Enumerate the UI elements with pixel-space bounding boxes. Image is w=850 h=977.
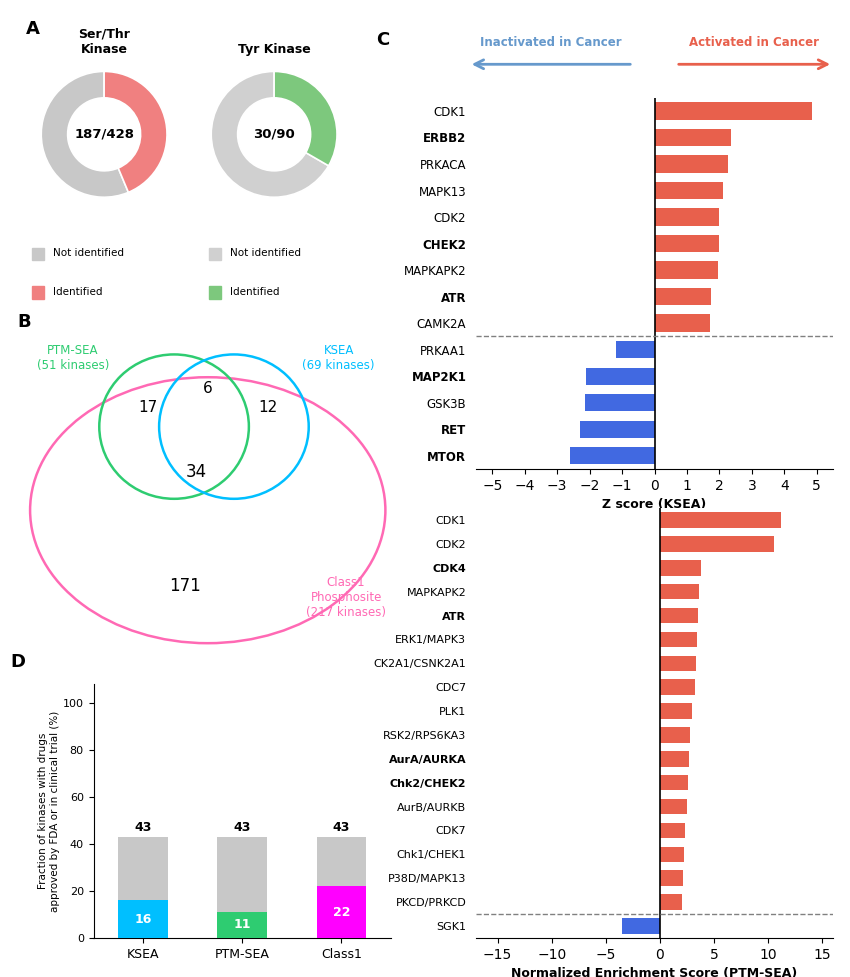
Wedge shape (42, 71, 128, 197)
Bar (660, 799, 687, 815)
Text: 17: 17 (139, 401, 157, 415)
Text: 43: 43 (332, 822, 350, 834)
Y-axis label: Fraction of kinases with drugs
approved by FDA or in clinical trial (%): Fraction of kinases with drugs approved … (38, 710, 60, 912)
Bar (660, 703, 693, 719)
Bar (660, 512, 781, 528)
Bar (118, 900, 167, 938)
Text: Not identified: Not identified (53, 248, 124, 259)
Text: 6: 6 (203, 381, 212, 396)
Text: 30/90: 30/90 (253, 128, 295, 141)
Bar (654, 103, 812, 119)
Bar (660, 608, 698, 623)
Wedge shape (275, 71, 337, 166)
Text: PTM-SEA
(51 kinases): PTM-SEA (51 kinases) (37, 344, 110, 372)
Bar (660, 679, 694, 695)
Text: A: A (26, 20, 39, 37)
Wedge shape (211, 71, 329, 197)
Bar (660, 751, 689, 767)
Title: Tyr Kinase: Tyr Kinase (238, 43, 310, 56)
Text: 43: 43 (134, 822, 152, 834)
Bar (118, 836, 167, 938)
Text: 11: 11 (234, 918, 251, 931)
Bar (316, 836, 366, 938)
Bar (654, 208, 719, 226)
Wedge shape (105, 71, 167, 192)
Bar (654, 155, 728, 173)
Text: D: D (10, 654, 26, 671)
Bar (209, 286, 221, 299)
Bar (660, 632, 697, 647)
Text: Identified: Identified (53, 286, 102, 297)
Text: Activated in Cancer: Activated in Cancer (689, 36, 819, 50)
Bar (615, 341, 654, 359)
Bar (660, 775, 688, 790)
Bar (586, 367, 654, 385)
Bar (580, 420, 654, 438)
Text: 12: 12 (258, 401, 277, 415)
Bar (622, 918, 660, 934)
Bar (32, 286, 44, 299)
Bar (218, 836, 267, 938)
Bar (316, 886, 366, 938)
Bar (32, 248, 44, 260)
Bar (654, 315, 710, 332)
Bar (660, 584, 699, 599)
Text: C: C (376, 31, 389, 49)
Text: 43: 43 (234, 822, 251, 834)
Bar (660, 560, 701, 575)
Text: Inactivated in Cancer: Inactivated in Cancer (480, 36, 622, 50)
Text: 22: 22 (332, 906, 350, 918)
Bar (654, 234, 719, 252)
Text: 34: 34 (186, 463, 207, 482)
Text: KSEA
(69 kinases): KSEA (69 kinases) (303, 344, 375, 372)
Text: 16: 16 (134, 913, 152, 925)
X-axis label: Normalized Enrichment Score (PTM-SEA): Normalized Enrichment Score (PTM-SEA) (512, 967, 797, 977)
Bar (660, 823, 685, 838)
Bar (660, 536, 774, 552)
Text: Not identified: Not identified (230, 248, 301, 259)
Title: Ser/Thr
Kinase: Ser/Thr Kinase (78, 27, 130, 56)
Bar (660, 846, 683, 862)
Text: 187/428: 187/428 (74, 128, 134, 141)
Bar (654, 182, 722, 199)
Text: Identified: Identified (230, 286, 279, 297)
Text: 171: 171 (169, 577, 201, 595)
Bar (570, 447, 654, 464)
Bar (654, 288, 711, 305)
Bar (660, 656, 695, 671)
Text: Class1
Phosphosite
(217 kinases): Class1 Phosphosite (217 kinases) (306, 576, 386, 619)
Bar (654, 129, 731, 147)
Bar (660, 894, 682, 910)
Bar (209, 248, 221, 260)
Bar (218, 913, 267, 938)
Bar (654, 262, 717, 278)
Bar (660, 727, 690, 743)
X-axis label: Z score (KSEA): Z score (KSEA) (603, 498, 706, 511)
Text: B: B (17, 313, 31, 330)
Bar (660, 871, 683, 886)
Bar (585, 394, 654, 411)
